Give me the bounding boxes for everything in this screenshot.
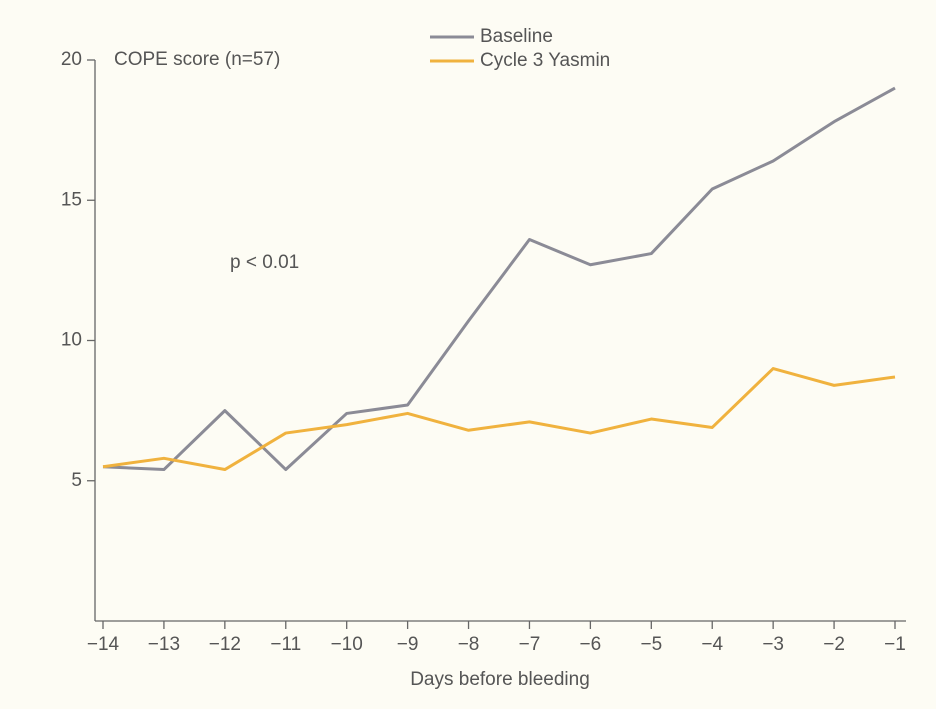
x-tick-label: −12: [209, 634, 241, 655]
x-tick-label: −5: [640, 634, 662, 655]
x-tick-label: −3: [762, 634, 784, 655]
legend-label: Baseline: [480, 26, 553, 47]
x-tick-label: −1: [884, 634, 906, 655]
x-tick-label: −2: [823, 634, 845, 655]
y-tick-label: 10: [61, 330, 82, 351]
y-tick-label: 15: [61, 189, 82, 210]
x-tick-label: −6: [580, 634, 602, 655]
y-tick-label: 20: [61, 49, 82, 70]
x-tick-label: −10: [331, 634, 363, 655]
x-tick-label: −4: [701, 634, 723, 655]
x-tick-label: −11: [270, 634, 301, 655]
x-tick-label: −13: [148, 634, 180, 655]
data-line: [102, 86, 896, 472]
legend-label: Cycle 3 Yasmin: [480, 50, 610, 71]
x-tick-label: −9: [397, 634, 419, 655]
annotation: p < 0.01: [230, 252, 299, 273]
x-axis-label: Days before bleeding: [410, 669, 590, 690]
y-tick-label: 5: [71, 470, 82, 491]
x-tick-label: −8: [458, 634, 480, 655]
data-line: [102, 367, 896, 472]
y-axis-label: COPE score (n=57): [114, 49, 280, 70]
x-tick-label: −14: [87, 634, 120, 655]
x-tick-label: −7: [519, 634, 541, 655]
